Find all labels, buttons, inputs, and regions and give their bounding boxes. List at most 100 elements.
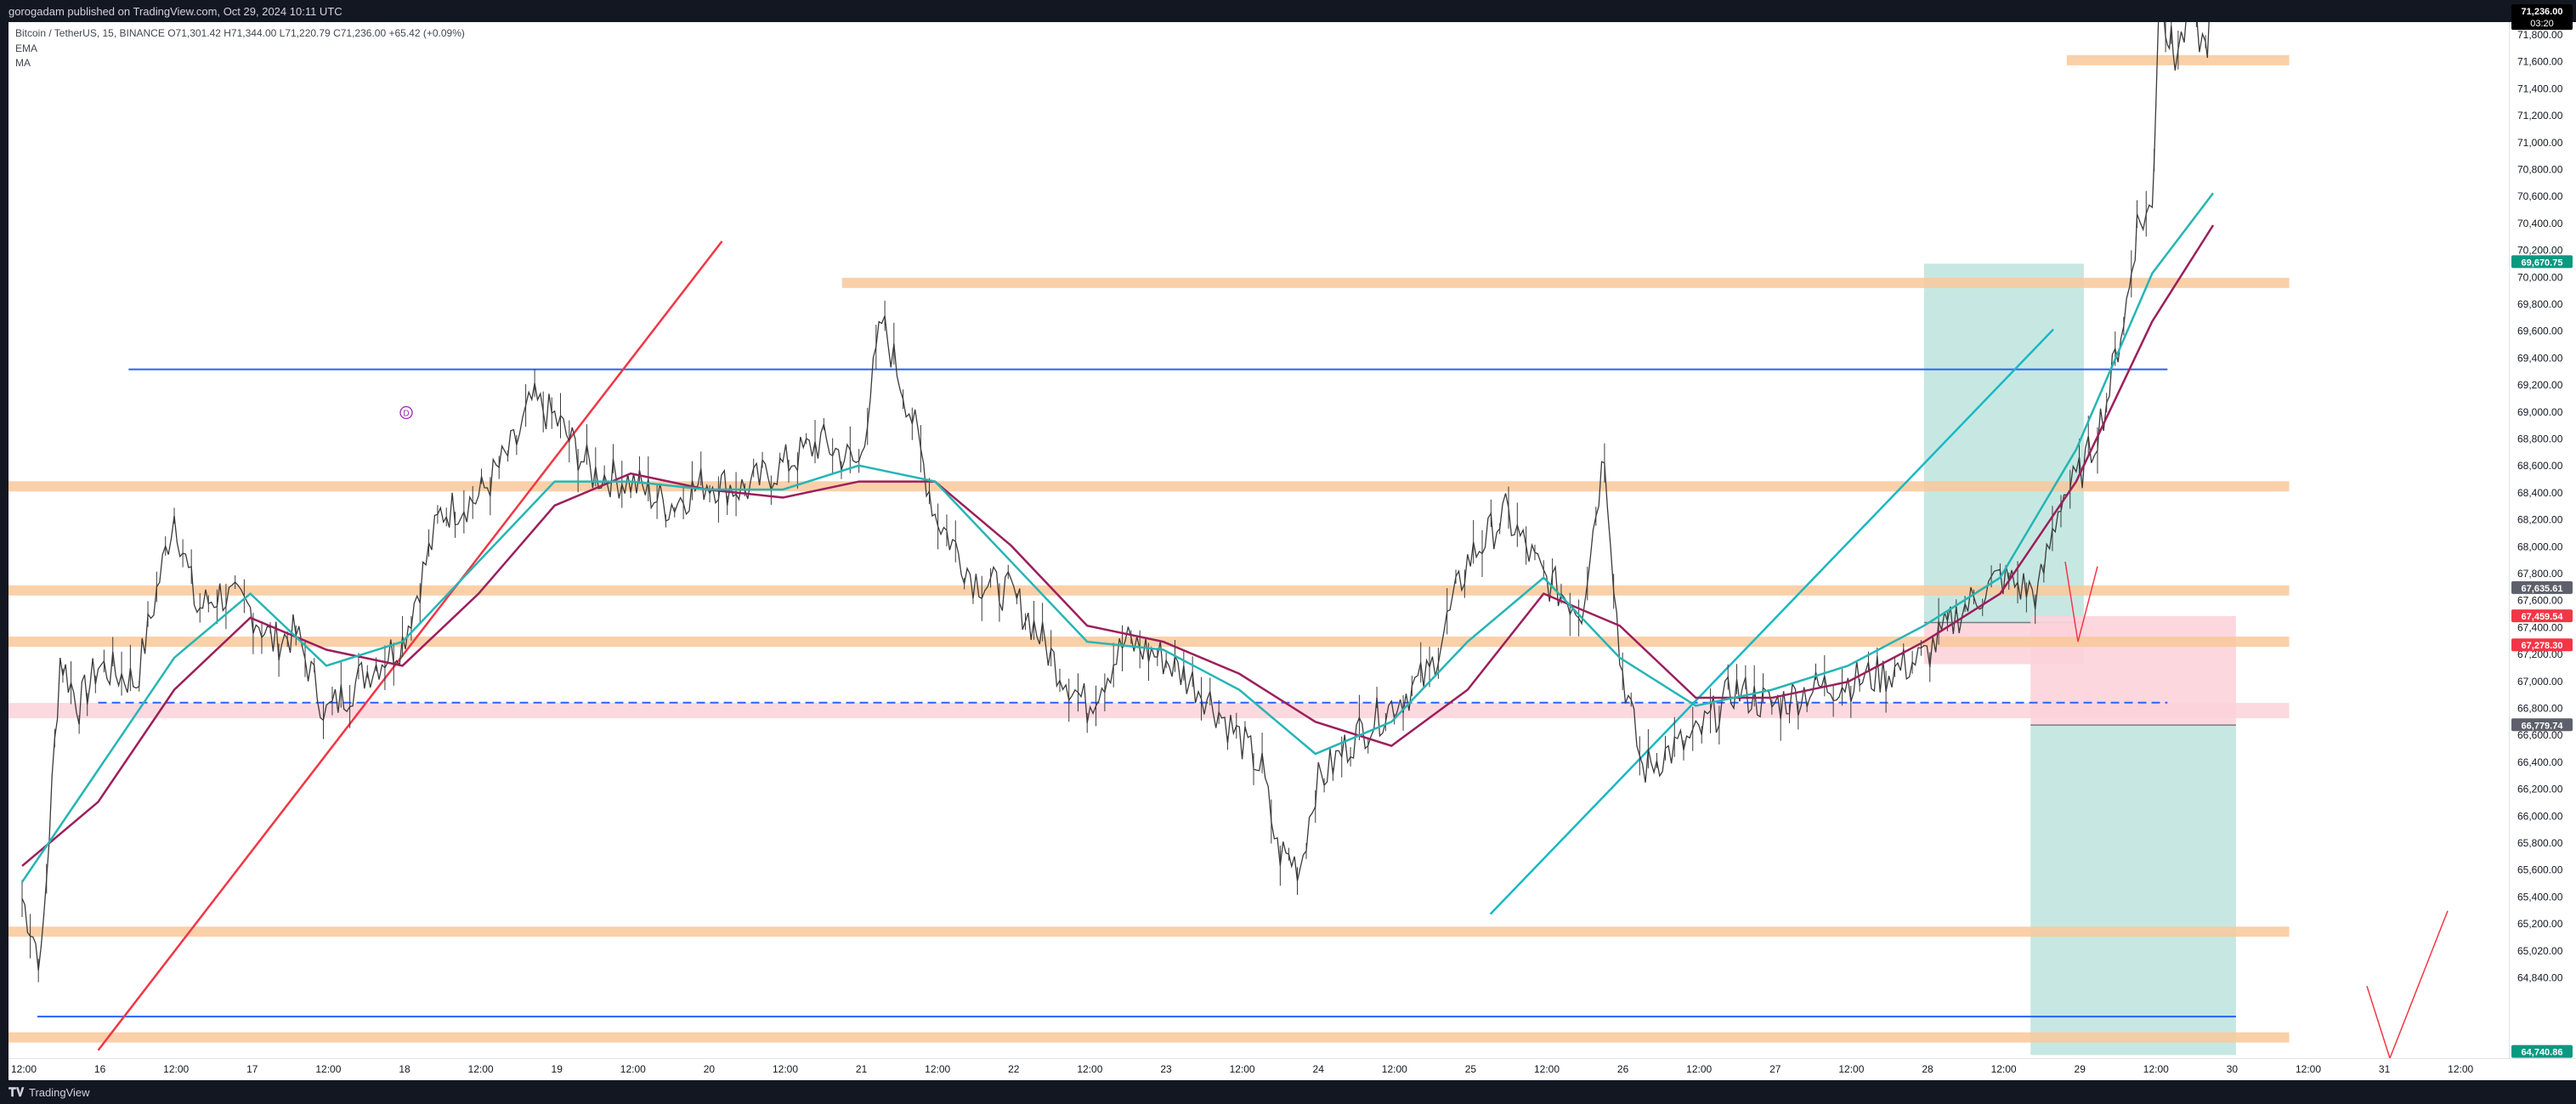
price-tick-label: 67,600.00 xyxy=(2517,595,2563,607)
time-tick-label: 17 xyxy=(246,1063,258,1075)
price-tick-label: 68,600.00 xyxy=(2517,460,2563,472)
price-tick-label: 70,200.00 xyxy=(2517,245,2563,257)
ma-legend[interactable]: MA xyxy=(15,57,31,69)
price-label-box-4 xyxy=(2511,638,2573,652)
footer-brand[interactable]: TradingView xyxy=(29,1086,90,1099)
price-tick-label: 66,600.00 xyxy=(2517,729,2563,741)
ema-legend[interactable]: EMA xyxy=(15,42,38,54)
price-tick-label: 64,840.00 xyxy=(2517,972,2563,984)
zone-3 xyxy=(8,585,2290,596)
time-tick-label: 12:00 xyxy=(2143,1063,2169,1075)
ma-line xyxy=(21,224,2215,867)
price-tick-label: 70,800.00 xyxy=(2517,164,2563,176)
price-tick-label: 68,200.00 xyxy=(2517,514,2563,526)
price-tick-label: 69,200.00 xyxy=(2517,379,2563,391)
position-long-target-zone xyxy=(1923,263,2084,623)
price-tick-label: 67,400.00 xyxy=(2517,621,2563,633)
time-tick-label: 22 xyxy=(1008,1063,1020,1075)
price-tick-label: 66,800.00 xyxy=(2517,703,2563,715)
price-tick-label: 71,200.00 xyxy=(2517,110,2563,122)
time-tick-label: 27 xyxy=(1769,1063,1781,1075)
zone-7 xyxy=(8,1032,2290,1043)
time-tick-label: 12:00 xyxy=(1534,1063,1560,1075)
time-tick-label: 12:00 xyxy=(11,1063,37,1075)
price-tick-label: 68,800.00 xyxy=(2517,433,2563,445)
time-tick-label: 23 xyxy=(1160,1063,1172,1075)
price-tick-label: 65,200.00 xyxy=(2517,918,2563,930)
legend-change: +65.42 (+0.09%) xyxy=(388,27,465,39)
price-tick-label: 71,000.00 xyxy=(2517,137,2563,149)
price-tick-label: 65,600.00 xyxy=(2517,864,2563,876)
time-tick-label: 12:00 xyxy=(1991,1063,2017,1075)
price-label-1: 69,670.75 xyxy=(2522,258,2563,268)
time-tick-label: 16 xyxy=(94,1063,106,1075)
time-tick-label: 12:00 xyxy=(2448,1063,2473,1075)
price-label-5: 66,779.74 xyxy=(2522,721,2564,731)
price-label-box-1 xyxy=(2511,255,2573,269)
zone-4 xyxy=(8,637,2290,648)
time-tick-label: 12:00 xyxy=(773,1063,798,1075)
price-tick-label: 66,200.00 xyxy=(2517,784,2563,795)
chart-svg[interactable]: D 71,800.00 71,600.00 71,400.00 71,200.00 71,… xyxy=(0,0,2576,1080)
time-tick-label: 12:00 xyxy=(620,1063,646,1075)
price-label-box-5 xyxy=(2511,718,2573,732)
time-tick-label: 26 xyxy=(1617,1063,1629,1075)
footer-bar: 𝐓𝐕 TradingView xyxy=(0,1080,2576,1104)
time-tick-label: 12:00 xyxy=(925,1063,950,1075)
legend-close: C71,236.00 xyxy=(333,27,387,39)
time-tick-label: 12:00 xyxy=(1230,1063,1255,1075)
price-axis[interactable] xyxy=(2509,22,2576,1058)
time-tick-label: 31 xyxy=(2379,1063,2391,1075)
time-tick-label: 25 xyxy=(1465,1063,1477,1075)
price-label-2: 67,635.61 xyxy=(2522,584,2563,594)
trend-line-4 xyxy=(1489,328,2054,915)
scenario-arrow-bounce xyxy=(2366,910,2449,1058)
annotation-marker xyxy=(399,405,413,420)
time-tick-label: 20 xyxy=(704,1063,716,1075)
time-tick-label: 12:00 xyxy=(2296,1063,2321,1075)
price-tick-label: 70,400.00 xyxy=(2517,218,2563,229)
price-label-box-0 xyxy=(2511,4,2573,31)
price-label-0: 71,236.00 xyxy=(2522,7,2563,17)
price-tick-label: 66,000.00 xyxy=(2517,810,2563,822)
trend-line-3 xyxy=(97,241,723,1051)
price-label-box-2 xyxy=(2511,580,2573,594)
time-tick-label: 28 xyxy=(1922,1063,1933,1075)
price-tick-label: 66,400.00 xyxy=(2517,756,2563,768)
price-tick-label: 67,200.00 xyxy=(2517,648,2563,660)
zone-1 xyxy=(841,277,2290,288)
time-axis[interactable] xyxy=(8,1058,2576,1080)
price-label-box-6 xyxy=(2511,1045,2573,1058)
time-tick-label: 12:00 xyxy=(1382,1063,1407,1075)
price-tick-label: 71,800.00 xyxy=(2517,29,2563,41)
price-tick-label: 69,000.00 xyxy=(2517,406,2563,418)
price-tick-label: 65,800.00 xyxy=(2517,837,2563,849)
price-tick-label: 69,400.00 xyxy=(2517,352,2563,364)
plot-layer: D xyxy=(8,22,2449,1058)
price-tick-label: 68,000.00 xyxy=(2517,541,2563,552)
time-tick-label: 18 xyxy=(399,1063,410,1075)
price-tick-label: 65,400.00 xyxy=(2517,891,2563,903)
time-tick-label: 19 xyxy=(552,1063,563,1075)
price-tick-label: 71,400.00 xyxy=(2517,82,2563,94)
publish-header: gorogadam published on TradingView.com, … xyxy=(0,0,2576,22)
time-tick-label: 24 xyxy=(1313,1063,1325,1075)
time-tick-label: 30 xyxy=(2227,1063,2239,1075)
legend-open: O71,301.42 xyxy=(167,27,221,39)
zone-2 xyxy=(8,481,2290,492)
time-tick-label: 12:00 xyxy=(1686,1063,1712,1075)
time-tick-label: 12:00 xyxy=(468,1063,494,1075)
legend-symbol: Bitcoin / TetherUS, 15, BINANCE xyxy=(15,27,165,39)
price-label-countdown: 03:20 xyxy=(2530,19,2554,29)
price-tick-label: 68,400.00 xyxy=(2517,487,2563,499)
scenario-arrow-up xyxy=(2064,561,2098,643)
price-tick-label: 70,600.00 xyxy=(2517,190,2563,202)
price-tick-label: 71,600.00 xyxy=(2517,56,2563,68)
price-label-3: 67,459.54 xyxy=(2522,612,2564,622)
position-short-target-zone xyxy=(2030,725,2236,1056)
price-tick-label: 70,000.00 xyxy=(2517,271,2563,283)
price-tick-label: 69,800.00 xyxy=(2517,298,2563,310)
price-tick-label: 67,000.00 xyxy=(2517,676,2563,688)
annotation-marker-label: D xyxy=(403,410,409,419)
tradingview-logo-icon: 𝐓𝐕 xyxy=(8,1085,25,1099)
